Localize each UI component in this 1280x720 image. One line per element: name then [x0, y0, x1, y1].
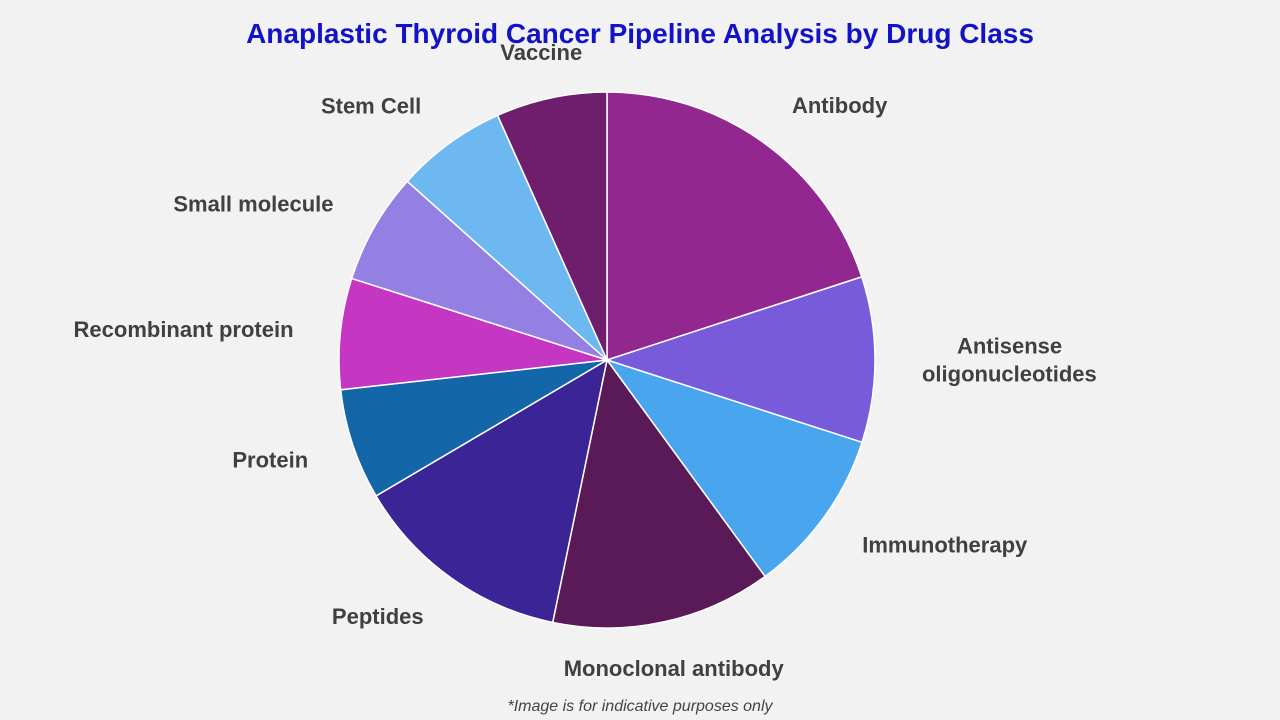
pie-label-small-molecule: Small molecule: [173, 192, 333, 217]
pie-slice-recombinant-protein: [338, 277, 608, 391]
pie-label-vaccine: Vaccine: [500, 40, 582, 65]
pie-label-recombinant-protein: Recombinant protein: [74, 317, 294, 342]
pie-label-antibody: Antibody: [792, 93, 888, 118]
pie-label-protein: Protein: [232, 448, 308, 473]
pie-label-antisense-oligonucleotides: Antisense oligonucleotides: [922, 334, 1097, 387]
pie-slice-protein: [339, 359, 608, 497]
chart-title: Anaplastic Thyroid Cancer Pipeline Analy…: [246, 18, 1034, 49]
pie-label-peptides: Peptides: [332, 604, 424, 629]
pie-label-immunotherapy: Immunotherapy: [862, 533, 1028, 558]
pie-slice-antibody: [606, 91, 863, 362]
pie-label-monoclonal-antibody: Monoclonal antibody: [564, 656, 785, 681]
pie-slice-peptides: [375, 358, 609, 624]
pie-slice-antisense-oligonucleotides: [604, 275, 876, 444]
pie-slice-small-molecule: [350, 180, 608, 361]
footnote: *Image is for indicative purposes only: [507, 698, 773, 715]
pie-slices: [338, 91, 876, 629]
pie-slice-stem-cell: [406, 114, 608, 361]
pie-slice-monoclonal-antibody: [551, 358, 767, 629]
pie-slice-vaccine: [496, 91, 608, 361]
pie-slice-immunotherapy: [605, 358, 863, 578]
pie-labels: Antibody Antisense oligonucleotides Immunot…: [74, 40, 1097, 681]
pie-label-stem-cell: Stem Cell: [321, 94, 421, 119]
